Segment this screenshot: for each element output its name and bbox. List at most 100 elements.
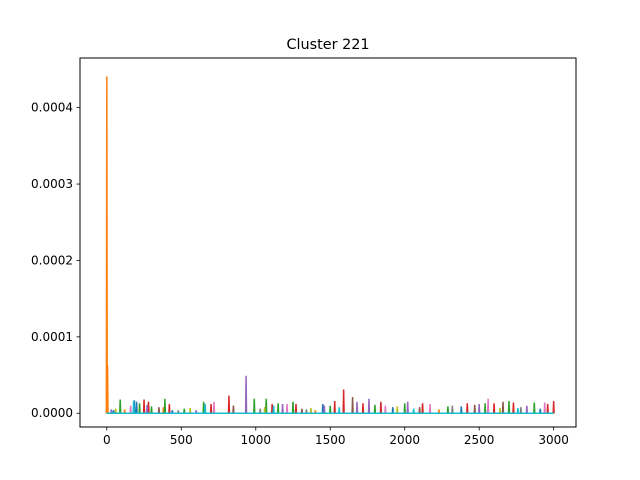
data-spike xyxy=(384,405,387,414)
x-tick-label: 0 xyxy=(103,433,111,447)
data-spike xyxy=(355,401,359,414)
data-spike xyxy=(543,402,546,414)
data-spike xyxy=(473,404,476,414)
data-spike xyxy=(552,400,555,414)
data-spike xyxy=(373,404,377,414)
data-spike xyxy=(337,407,341,414)
data-spike xyxy=(477,404,481,414)
data-spike xyxy=(403,403,406,414)
data-spike xyxy=(244,375,248,414)
data-spike xyxy=(309,407,313,414)
data-spike xyxy=(460,406,463,414)
data-spike xyxy=(202,401,205,414)
data-spike xyxy=(177,410,180,414)
data-spike xyxy=(105,76,109,414)
data-spike xyxy=(507,400,511,414)
x-tick-label: 1500 xyxy=(315,433,346,447)
data-spike xyxy=(512,402,515,414)
data-spike xyxy=(437,409,441,414)
data-spike xyxy=(498,407,502,414)
data-spike xyxy=(492,403,496,414)
data-spike xyxy=(135,401,138,414)
data-spike xyxy=(501,401,505,414)
y-tick-label: 0.0004 xyxy=(31,101,73,115)
data-spike xyxy=(138,403,141,414)
data-spike xyxy=(142,399,146,414)
data-spike xyxy=(157,407,161,414)
data-spike xyxy=(379,401,383,414)
data-spike xyxy=(533,402,536,414)
data-spike xyxy=(183,408,186,414)
data-spike xyxy=(519,407,523,414)
data-spike xyxy=(227,395,231,414)
plot-area xyxy=(105,76,555,414)
data-spike xyxy=(418,407,421,414)
x-tick-label: 2500 xyxy=(464,433,495,447)
data-spike xyxy=(259,408,262,414)
data-spike xyxy=(486,398,490,414)
data-spike xyxy=(232,405,235,414)
data-spike xyxy=(129,405,132,414)
data-spike xyxy=(110,409,113,414)
data-spike xyxy=(516,407,520,414)
data-spike xyxy=(342,389,345,414)
series-10 xyxy=(106,400,554,414)
data-spike xyxy=(168,404,171,414)
data-spike xyxy=(300,408,304,414)
data-spike xyxy=(428,404,432,414)
data-spike xyxy=(263,407,266,414)
data-spike xyxy=(123,409,126,414)
y-tick-label: 0.0001 xyxy=(31,330,73,344)
y-tick-label: 0.0002 xyxy=(31,253,73,267)
x-tick-label: 500 xyxy=(170,433,193,447)
data-spike xyxy=(314,410,317,414)
data-spike xyxy=(323,405,326,414)
data-spike xyxy=(396,406,399,414)
data-spike xyxy=(194,410,198,414)
data-spike xyxy=(391,407,394,414)
data-spike xyxy=(272,405,275,414)
data-spike xyxy=(119,399,122,414)
data-spike xyxy=(189,407,192,414)
data-spike xyxy=(294,404,298,414)
data-spike xyxy=(525,405,529,414)
data-spike xyxy=(112,410,115,414)
data-spike xyxy=(162,407,165,414)
data-spike xyxy=(466,403,469,414)
y-tick-label: 0.0003 xyxy=(31,177,73,191)
data-spike xyxy=(333,400,336,414)
data-spike xyxy=(291,401,295,414)
axes-frame xyxy=(79,57,577,428)
data-spike xyxy=(285,404,289,414)
data-spike xyxy=(270,404,274,414)
data-spike xyxy=(132,400,135,414)
data-spike xyxy=(264,398,268,414)
data-spike xyxy=(421,403,424,414)
data-spike xyxy=(163,398,167,414)
data-spike xyxy=(483,403,487,414)
data-spike xyxy=(361,403,365,414)
data-spike xyxy=(305,409,308,414)
axes: 0 500 1000 1500 2000 2500 3000 0.0000 0.0001 0.00… xyxy=(31,101,569,447)
data-spike xyxy=(106,365,109,414)
x-tick-label: 3000 xyxy=(538,433,569,447)
data-spike xyxy=(150,406,153,414)
data-spike xyxy=(203,404,207,414)
data-spike xyxy=(412,408,415,414)
data-spike xyxy=(446,406,450,414)
data-spike xyxy=(276,403,280,414)
data-spike xyxy=(329,405,332,414)
y-tick-label: 0.0000 xyxy=(31,406,73,420)
data-spike xyxy=(114,408,117,414)
x-tick-label: 1000 xyxy=(240,433,271,447)
data-spike xyxy=(351,397,354,414)
x-tick-label: 2000 xyxy=(389,433,420,447)
data-spike xyxy=(281,404,284,414)
data-spike xyxy=(367,398,371,414)
data-spike xyxy=(147,401,150,414)
data-spike xyxy=(212,401,216,414)
data-spike xyxy=(451,405,454,414)
data-spike xyxy=(145,404,149,414)
data-spike xyxy=(171,410,174,414)
